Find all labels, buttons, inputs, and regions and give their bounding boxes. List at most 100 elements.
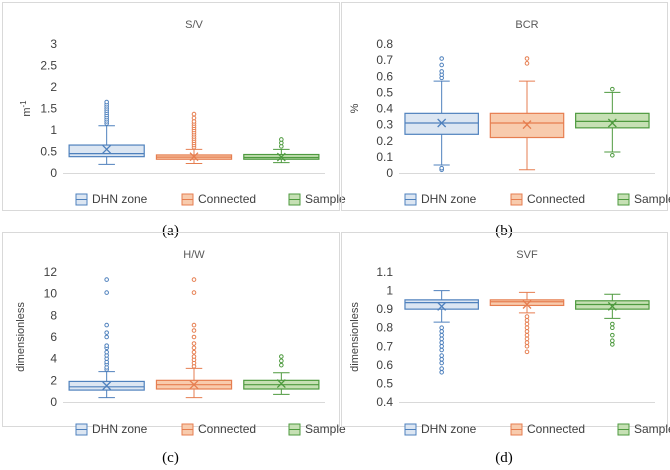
legend-item-connected: Connected — [510, 422, 585, 436]
box-dhn-zone — [68, 277, 145, 399]
y-tick-label: 1.1 — [376, 265, 393, 279]
legend: DHN zone Connected Sample — [75, 422, 346, 436]
mean-marker — [437, 118, 447, 128]
y-axis-label: dimensionless — [15, 302, 27, 372]
outlier-point — [524, 340, 530, 345]
legend-label: Connected — [527, 422, 585, 436]
y-tick-label: 0 — [50, 395, 57, 409]
box-connected — [155, 111, 233, 165]
legend-item-dhn-zone: DHN zone — [404, 192, 477, 206]
legend: DHN zone Connected Sample — [75, 192, 346, 206]
legend-item-connected: Connected — [181, 192, 256, 206]
y-tick-label: 0.7 — [376, 339, 393, 353]
panel-border — [2, 2, 340, 211]
legend-item-connected: Connected — [510, 192, 585, 206]
chart-title: H/W — [183, 249, 205, 261]
y-tick-label: 0.8 — [376, 37, 393, 51]
outlier-point — [439, 343, 444, 349]
mean-marker-stroke — [189, 380, 199, 390]
outlier-point — [524, 343, 530, 349]
outlier-point — [104, 99, 109, 105]
y-tick-label: 0.8 — [376, 321, 393, 335]
outlier-point — [191, 111, 197, 117]
legend-label: DHN zone — [92, 192, 148, 206]
legend-item-dhn-zone: DHN zone — [75, 192, 148, 206]
outlier-point — [524, 329, 530, 334]
y-tick-label: 0.4 — [376, 395, 393, 409]
box-sample — [575, 86, 650, 158]
outlier-point — [104, 343, 109, 348]
outlier-point — [104, 290, 109, 295]
outlier-point — [191, 277, 197, 282]
outlier-point — [439, 360, 444, 366]
outlier-point — [524, 56, 530, 61]
outlier-point — [191, 345, 197, 351]
box-dhn-zone — [404, 290, 479, 375]
legend-item-connected: Connected — [181, 422, 256, 436]
legend-item-sample: Sample — [288, 422, 346, 436]
mean-marker — [607, 118, 617, 128]
outlier-point — [191, 290, 197, 295]
panel-border — [341, 232, 668, 427]
outlier-point — [524, 332, 530, 338]
y-tick-label: 0.9 — [376, 302, 393, 316]
outlier-point — [439, 165, 444, 171]
panel-caption: (d) — [495, 450, 513, 466]
outlier-point — [524, 61, 530, 66]
legend-item-dhn-zone: DHN zone — [404, 422, 477, 436]
outlier-point — [439, 56, 444, 61]
outlier-point — [610, 86, 615, 92]
mean-marker-stroke — [102, 144, 112, 154]
mean-marker — [189, 380, 199, 390]
outlier-point — [279, 362, 284, 368]
iqr-box — [68, 144, 145, 158]
outlier-point — [191, 334, 197, 340]
panel-border — [2, 232, 340, 427]
panel-caption: (b) — [495, 223, 513, 239]
y-tick-label: 10 — [44, 287, 58, 301]
y-tick-label: 1 — [386, 284, 393, 298]
iqr-box — [575, 112, 650, 129]
mean-marker-stroke — [276, 379, 286, 389]
outlier-point — [439, 366, 444, 371]
outlier-point — [104, 334, 109, 340]
mean-marker — [522, 300, 532, 309]
outlier-point — [524, 317, 530, 323]
outlier-point — [610, 332, 615, 338]
outlier-point — [439, 332, 444, 338]
box-sample — [243, 137, 320, 164]
mean-marker — [522, 120, 532, 130]
y-tick-label: 1.5 — [40, 102, 57, 116]
y-axis-label: dimensionless — [349, 302, 361, 372]
mean-marker-stroke — [437, 118, 447, 128]
outlier-point — [610, 321, 615, 327]
legend-label: DHN zone — [421, 422, 477, 436]
y-tick-label: 3 — [50, 37, 57, 51]
y-tick-label: 0.2 — [376, 134, 393, 148]
outlier-point — [439, 336, 444, 342]
outlier-point — [439, 369, 444, 375]
outlier-point — [439, 353, 444, 358]
y-tick-label: 0.6 — [376, 69, 393, 83]
mean-marker-stroke — [522, 120, 532, 130]
mean-marker-stroke — [102, 381, 112, 391]
mean-marker-stroke — [607, 301, 617, 311]
outlier-point — [191, 328, 197, 333]
y-tick-label: 0 — [50, 166, 57, 180]
mean-marker-stroke — [437, 301, 447, 311]
chart-panel-2: BCR 0 0.1 0.2 0.3 0.4 0.5 0.6 0.7 0.8% DHN zone Con… — [341, 2, 670, 239]
outlier-point — [191, 354, 197, 359]
panel-caption: (a) — [162, 223, 179, 239]
legend-label: DHN zone — [92, 422, 148, 436]
outlier-point — [524, 336, 530, 342]
y-axis-label-superscript: -1 — [19, 100, 28, 108]
chart-title: SVF — [516, 249, 538, 261]
y-tick-label: 0.1 — [376, 150, 393, 164]
outlier-point — [439, 340, 444, 345]
y-tick-label: 0.7 — [376, 53, 393, 67]
box-connected — [489, 291, 565, 355]
outlier-point — [610, 342, 615, 347]
mean-marker-stroke — [607, 118, 617, 128]
legend-label: DHN zone — [421, 192, 477, 206]
